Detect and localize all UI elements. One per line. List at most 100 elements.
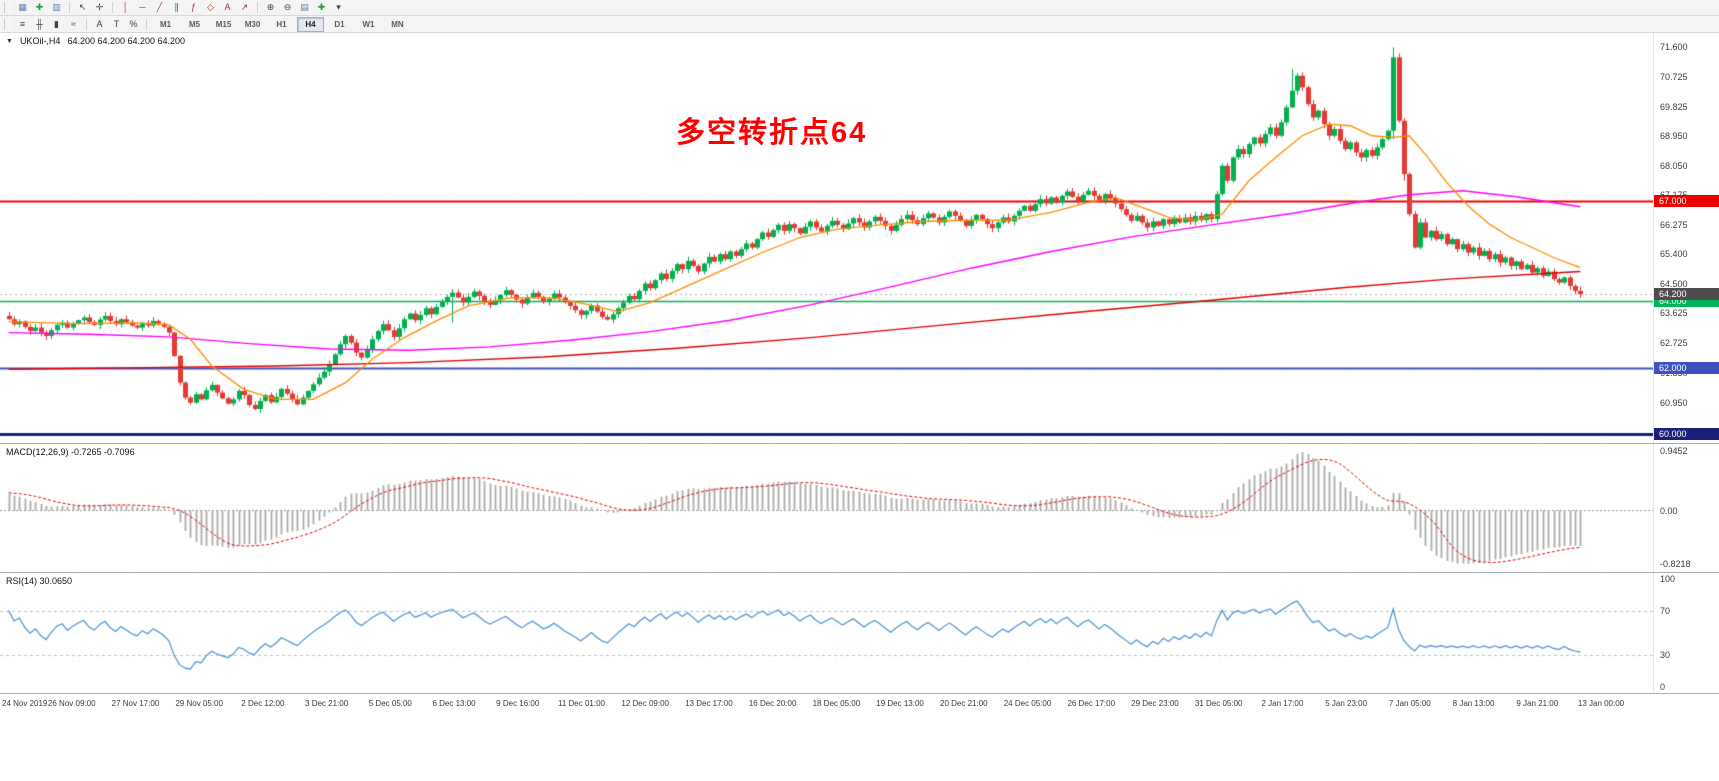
time-label: 3 Dec 21:00	[305, 699, 349, 708]
time-label: 19 Dec 13:00	[876, 699, 924, 708]
symbol-period-label: UKOil-,H4	[19, 36, 61, 46]
price-label: 71.600	[1660, 42, 1688, 53]
rsi-panel: 100 70 30 0 RSI(14) 30.0650	[0, 573, 1719, 693]
price-label: 62.725	[1660, 338, 1688, 349]
macd-scale-label: 0.9452	[1660, 446, 1688, 456]
crosshair-icon[interactable]: ✛	[95, 2, 104, 12]
arrow-icon[interactable]: ↗	[240, 2, 249, 12]
trendline-icon[interactable]: ╱	[156, 2, 163, 12]
toolbar-timeframes: ≡ ╫ ▮ ≈ A T% M1 M5 M15 M30 H1 H4 D1 W1 MN	[0, 16, 1719, 33]
timeframe-h4[interactable]: H4	[297, 16, 324, 32]
collapse-icon[interactable]: ▼	[6, 37, 13, 45]
panel-separator[interactable]	[0, 693, 1719, 694]
time-label: 11 Dec 01:00	[557, 699, 605, 708]
zoom-in-icon[interactable]: ⊕	[266, 2, 275, 12]
macd-label: MACD(12,26,9) -0.7265 -0.7096	[6, 447, 135, 457]
macd-axis[interactable]: 0.9452 0.00 -0.8218	[1653, 444, 1719, 572]
time-label: 2 Jan 17:00	[1261, 699, 1304, 708]
time-label: 26 Nov 09:00	[47, 699, 96, 708]
toolbar-separator	[257, 2, 258, 13]
macd-scale-label: -0.8218	[1660, 559, 1691, 569]
line-chart-icon[interactable]: ≈	[71, 18, 76, 29]
rsi-scale-label: 30	[1660, 649, 1671, 660]
main-chart-canvas[interactable]	[0, 33, 1653, 443]
time-label: 12 Dec 09:00	[621, 699, 669, 708]
toolbar-separator	[112, 2, 113, 13]
time-label: 24 Dec 05:00	[1003, 699, 1052, 708]
timeframe-m15[interactable]: M15	[215, 19, 232, 29]
time-axis[interactable]: 24 Nov 2019 26 Nov 09:00 27 Nov 17:00 29 No…	[0, 694, 1719, 712]
time-label: 26 Dec 17:00	[1067, 699, 1116, 708]
menu-icon[interactable]: ≡	[19, 18, 26, 29]
time-label: 18 Dec 05:00	[812, 699, 861, 708]
price-line-badge: 60.000	[1654, 428, 1719, 441]
time-label: 27 Nov 17:00	[111, 699, 160, 708]
timeframe-m30[interactable]: M30	[244, 19, 261, 29]
cursor-icon[interactable]: ↖	[78, 2, 87, 12]
timeframe-mn[interactable]: MN	[391, 19, 404, 29]
rsi-scale-label: 100	[1660, 574, 1676, 584]
templates-icon[interactable]: ▾	[336, 2, 341, 12]
rsi-axis[interactable]: 100 70 30 0	[1653, 573, 1719, 693]
ohlc-values: 64.200 64.200 64.200 64.200	[67, 36, 186, 46]
indicators-icon[interactable]: ✚	[317, 2, 326, 12]
time-label: 7 Jan 05:00	[1388, 699, 1431, 708]
time-label: 5 Jan 23:00	[1325, 699, 1368, 708]
toolbar-separator	[146, 18, 147, 30]
new-order-icon[interactable]: ✚	[35, 2, 44, 12]
panel-separator[interactable]	[0, 572, 1719, 573]
text-icon[interactable]: A	[224, 2, 231, 12]
timeframe-w1[interactable]: W1	[362, 19, 375, 29]
rsi-scale-label: 70	[1660, 606, 1671, 617]
toolbar-grip[interactable]	[4, 18, 10, 30]
timeframe-d1[interactable]: D1	[334, 19, 345, 29]
time-label: 8 Jan 13:00	[1452, 699, 1495, 708]
chart-symbol-label: ▼ UKOil-,H4 64.200 64.200 64.200 64.200	[6, 36, 185, 46]
annotation-text[interactable]: 多空转折点64	[676, 117, 868, 149]
time-label: 6 Dec 13:00	[432, 699, 476, 708]
timeframe-m5[interactable]: M5	[188, 19, 201, 29]
price-label: 68.950	[1660, 130, 1688, 141]
macd-canvas[interactable]	[0, 444, 1653, 572]
time-label: 5 Dec 05:00	[368, 699, 412, 708]
toolbar-grip[interactable]	[4, 2, 10, 13]
price-label: 70.725	[1660, 71, 1688, 82]
price-line-badge: 67.000	[1654, 194, 1719, 207]
price-label: 68.050	[1660, 160, 1688, 171]
chart-window-icon[interactable]: ▥	[52, 2, 61, 12]
rsi-scale-label: 0	[1660, 682, 1666, 692]
chart-grid-icon[interactable]: ▦	[18, 2, 27, 12]
timeframe-m1[interactable]: M1	[159, 19, 172, 29]
zoom-out-icon[interactable]: ⊖	[283, 2, 292, 12]
time-label: 9 Dec 16:00	[496, 699, 540, 708]
shapes-icon[interactable]: ◇	[207, 2, 214, 12]
time-label: 16 Dec 20:00	[748, 699, 797, 708]
candlestick-chart-icon[interactable]: ▮	[54, 18, 59, 29]
rsi-label: RSI(14) 30.0650	[6, 576, 73, 586]
time-label: 29 Dec 23:00	[1131, 699, 1179, 708]
timeframe-h1[interactable]: H1	[276, 19, 287, 29]
rsi-canvas[interactable]	[0, 573, 1653, 693]
current-price-badge: 64.200	[1654, 288, 1719, 301]
chart-shift-icon[interactable]: T	[113, 18, 120, 29]
fibonacci-icon[interactable]: ƒ	[190, 2, 196, 12]
zoom-percent-icon[interactable]: %	[129, 18, 138, 29]
time-label: 31 Dec 05:00	[1194, 699, 1243, 708]
time-label: 2 Dec 12:00	[241, 699, 285, 708]
tile-windows-icon[interactable]: ▤	[300, 2, 309, 12]
time-label: 29 Nov 05:00	[175, 699, 223, 708]
toolbar-separator	[86, 18, 87, 30]
price-label: 64.500	[1660, 279, 1688, 290]
vertical-line-icon[interactable]: │	[122, 2, 129, 12]
channel-icon[interactable]: ∥	[174, 2, 179, 12]
price-axis[interactable]: 71.60070.72569.82568.95068.05067.17566.2…	[1653, 33, 1719, 443]
bar-chart-icon[interactable]: ╫	[36, 18, 43, 29]
horizontal-line-icon[interactable]: ─	[139, 2, 146, 12]
price-label: 60.950	[1660, 397, 1688, 408]
price-label: 65.400	[1660, 249, 1688, 260]
time-label: 9 Jan 21:00	[1516, 699, 1559, 708]
price-label: 69.825	[1660, 101, 1688, 112]
panel-separator[interactable]	[0, 443, 1719, 444]
price-line-badge: 62.000	[1654, 361, 1719, 374]
auto-scroll-icon[interactable]: A	[96, 18, 103, 29]
